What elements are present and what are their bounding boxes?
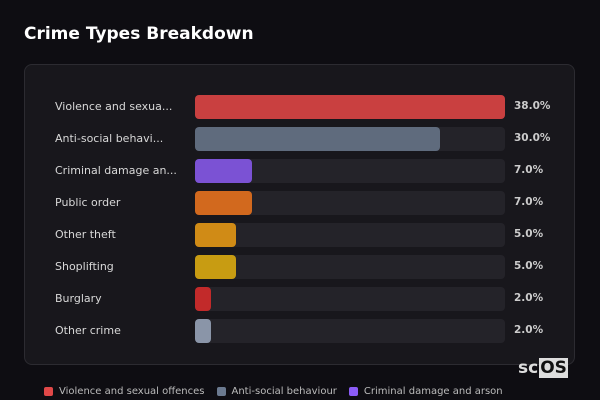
legend: Violence and sexual offences Anti-social … (44, 386, 503, 397)
page-title: Crime Types Breakdown (24, 24, 254, 44)
bar-label: Other theft (55, 228, 116, 241)
bar-value-label: 5.0% (514, 228, 544, 240)
bar (195, 127, 440, 151)
legend-swatch (348, 387, 358, 396)
legend-item: Anti-social behaviour (216, 386, 337, 397)
bar-label: Burglary (55, 292, 102, 305)
legend-swatch (44, 387, 53, 396)
bar-value-label: 7.0% (514, 196, 544, 208)
bar-row: Other crime 2.0% (25, 319, 574, 343)
bar (195, 255, 236, 279)
bar-track (195, 127, 505, 151)
bar (195, 159, 253, 183)
legend-item: Violence and sexual offences (44, 386, 205, 397)
bar (195, 287, 212, 311)
bar-label: Criminal damage an... (55, 164, 177, 177)
bar-track (195, 255, 505, 279)
bar-value-label: 38.0% (514, 100, 551, 112)
logo-box: OS (539, 358, 568, 378)
bar-value-label: 5.0% (514, 260, 544, 272)
legend-label: Criminal damage and arson (363, 386, 503, 397)
bar-value-label: 2.0% (514, 324, 544, 336)
bar-row: Anti-social behavi... 30.0% (25, 127, 574, 151)
bar (195, 319, 212, 343)
bar-row: Shoplifting 5.0% (25, 255, 574, 279)
legend-label: Violence and sexual offences (59, 386, 205, 397)
bar (195, 223, 236, 247)
bar (195, 191, 253, 215)
bar-track (195, 159, 505, 183)
bar-row: Violence and sexua... 38.0% (25, 95, 574, 119)
legend-label: Anti-social behaviour (231, 386, 337, 397)
bar-track (195, 223, 505, 247)
bar-track (195, 191, 505, 215)
bar-value-label: 2.0% (514, 292, 544, 304)
bar (195, 95, 505, 119)
legend-item: Criminal damage and arson (348, 386, 503, 397)
bar-row: Burglary 2.0% (25, 287, 574, 311)
logo-text: sc (518, 358, 539, 378)
bar-row: Public order 7.0% (25, 191, 574, 215)
legend-swatch (216, 387, 226, 396)
bar-label: Anti-social behavi... (55, 132, 164, 145)
bar-row: Criminal damage an... 7.0% (25, 159, 574, 183)
scos-logo: sc OS (517, 358, 568, 378)
bar-label: Other crime (55, 324, 121, 337)
bar-track (195, 319, 505, 343)
bar-label: Violence and sexua... (55, 100, 173, 113)
bar-label: Public order (55, 196, 121, 209)
chart-panel: Violence and sexua... 38.0% Anti-social b… (24, 64, 575, 365)
bar-track (195, 287, 505, 311)
bar-track (195, 95, 505, 119)
bar-value-label: 30.0% (514, 132, 551, 144)
bar-value-label: 7.0% (514, 164, 544, 176)
bar-label: Shoplifting (55, 260, 114, 273)
bar-row: Other theft 5.0% (25, 223, 574, 247)
